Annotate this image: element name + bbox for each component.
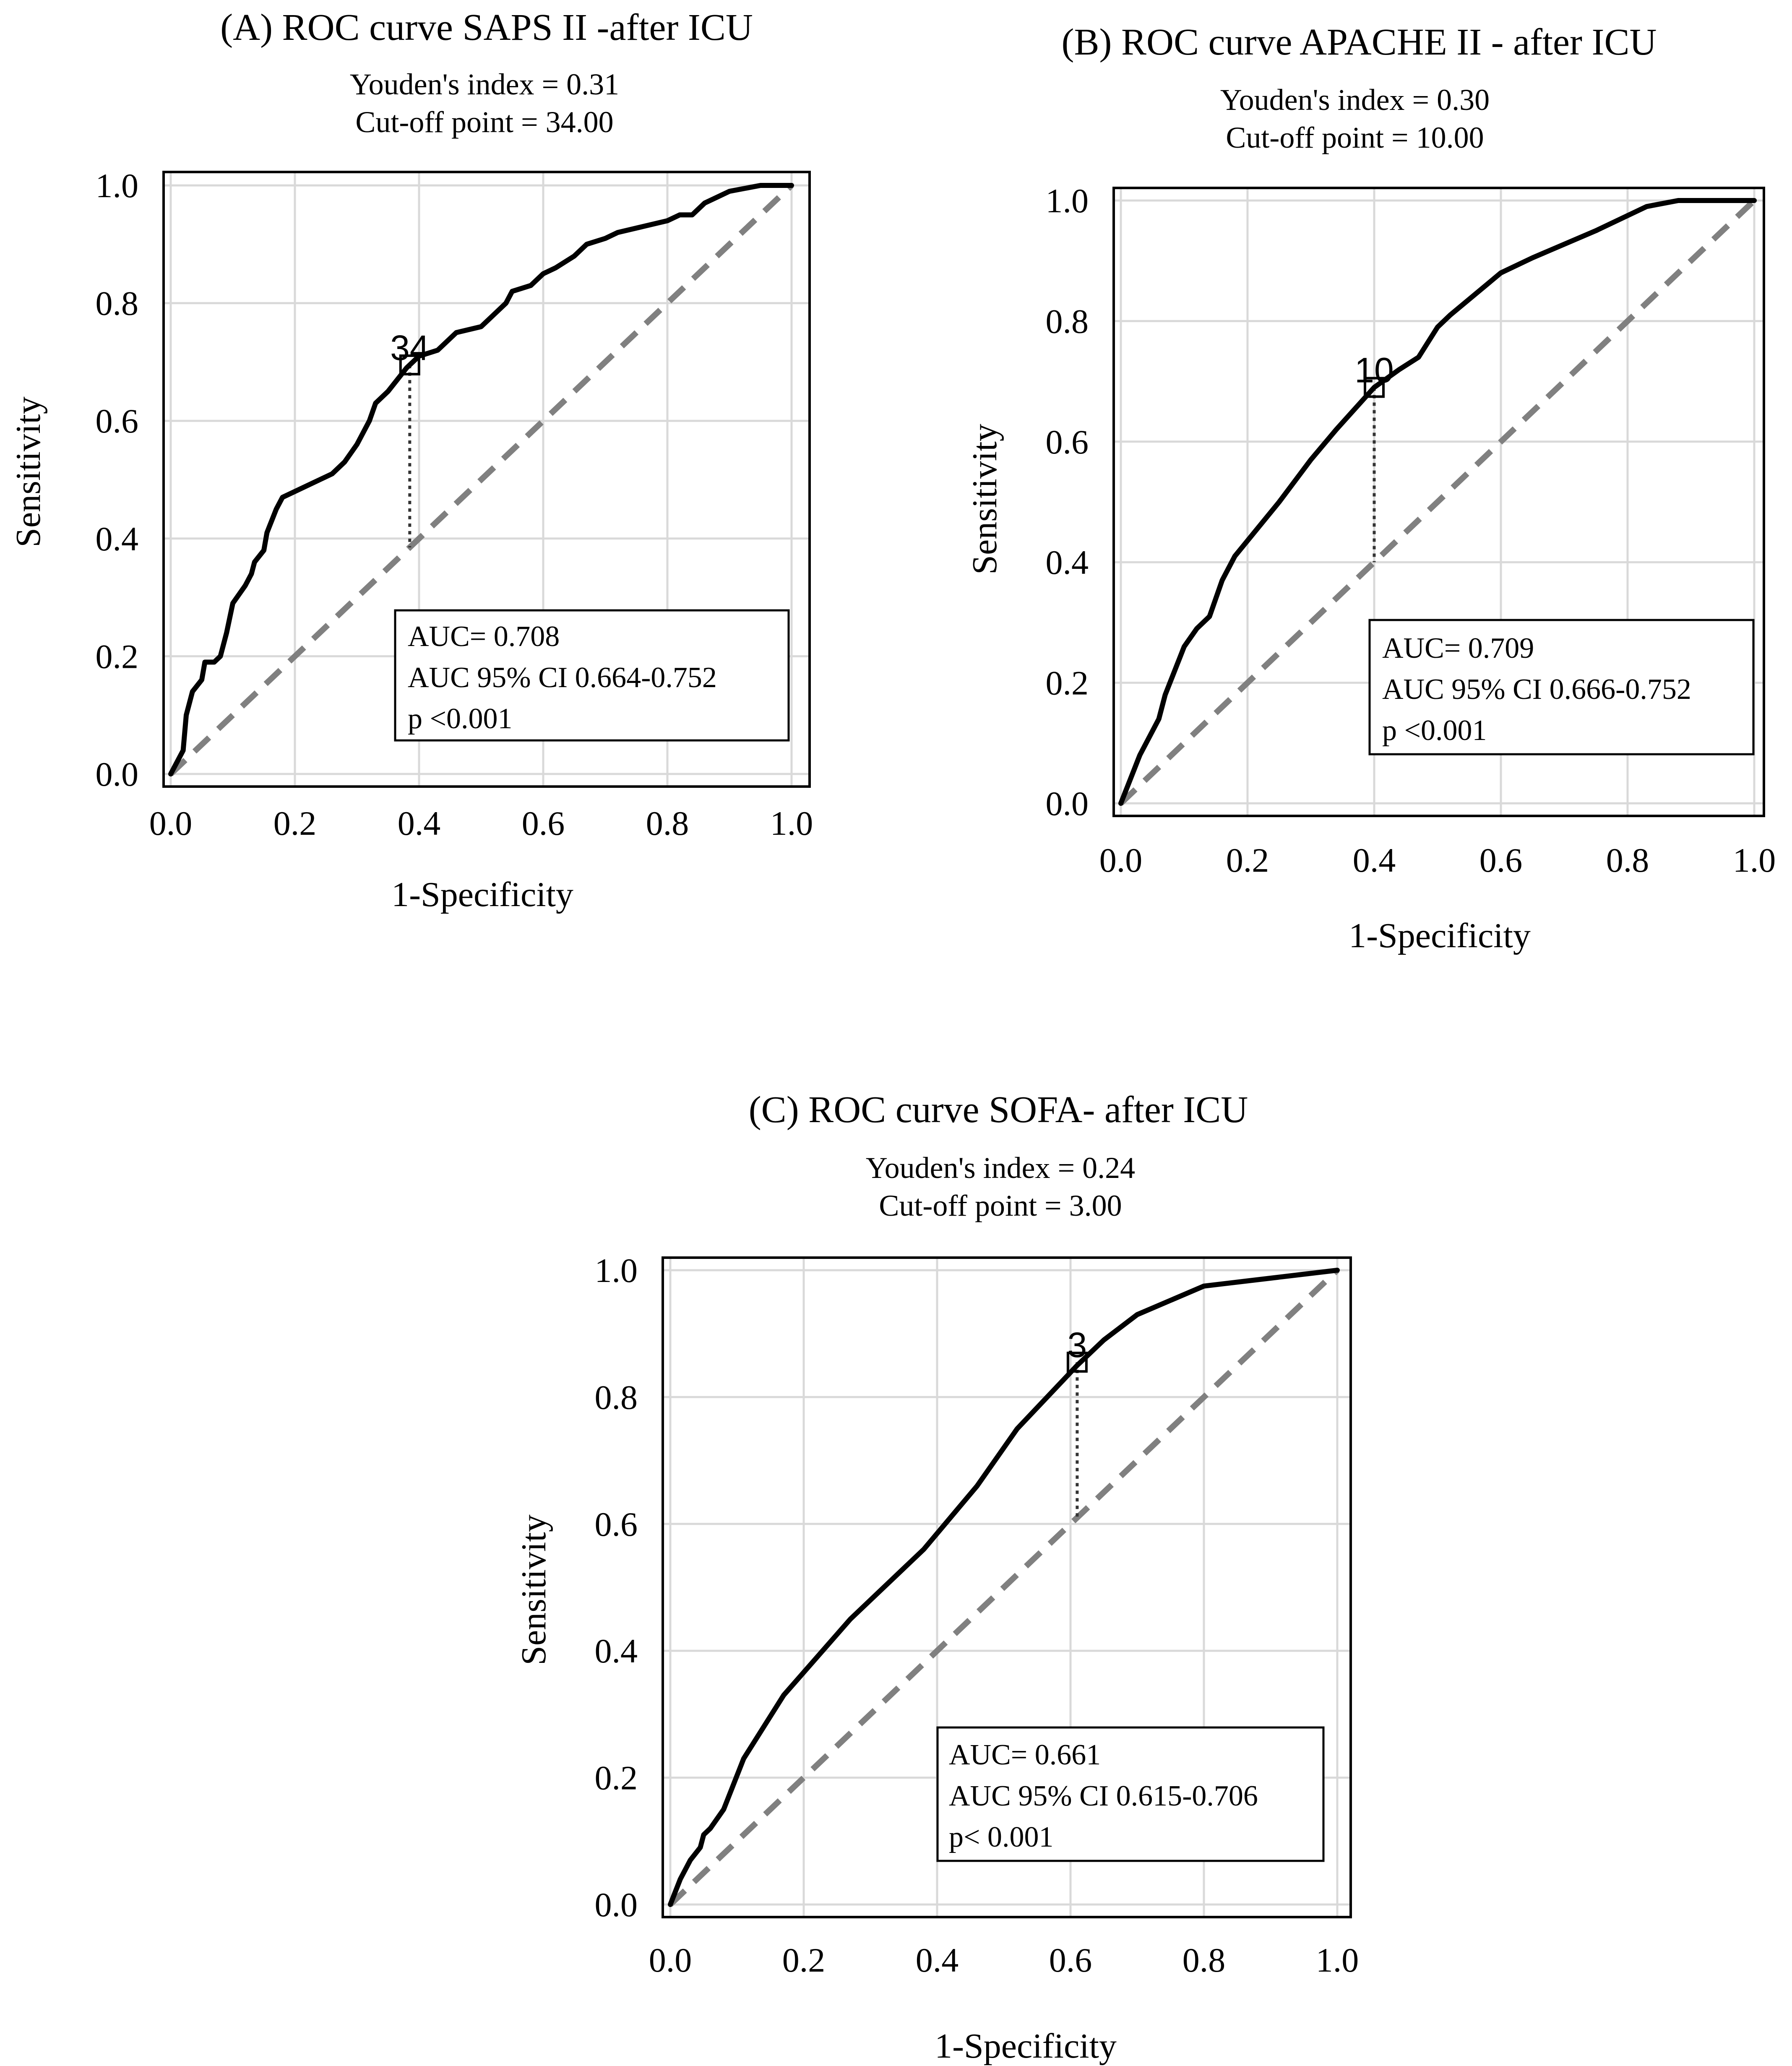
- chart-title: (C) ROC curve SOFA- after ICU: [749, 1089, 1248, 1131]
- roc-panel-sofa: (C) ROC curve SOFA- after ICU Youden's i…: [514, 1089, 1359, 2066]
- y-tick-label: 0.0: [595, 1886, 638, 1924]
- y-tick-label: 0.2: [1046, 664, 1089, 702]
- x-tick-label: 0.4: [916, 1941, 959, 1979]
- auc-annotation-box: AUC= 0.661 AUC 95% CI 0.615-0.706 p< 0.0…: [936, 1726, 1325, 1862]
- y-tick-label: 0.8: [96, 284, 139, 323]
- auc-value: AUC= 0.709: [1382, 632, 1534, 664]
- x-tick-label: 1.0: [1316, 1941, 1359, 1979]
- y-tick-label: 0.8: [1046, 302, 1089, 340]
- cutoff-marker-label: 10: [1354, 350, 1393, 390]
- x-tick-label: 0.0: [649, 1941, 692, 1979]
- x-tick-label: 0.2: [1226, 841, 1269, 879]
- cutoff-marker: [1066, 1352, 1088, 1373]
- y-tick-label: 0.2: [595, 1759, 638, 1797]
- x-tick-label: 1.0: [1733, 841, 1776, 879]
- x-tick-label: 0.0: [1099, 841, 1143, 879]
- y-tick-label: 1.0: [1046, 182, 1089, 220]
- annotation-frame: [394, 609, 790, 742]
- plot-frame: [1112, 187, 1765, 817]
- reference-diagonal: [1119, 198, 1756, 806]
- chart-title: (A) ROC curve SAPS II -after ICU: [220, 7, 753, 48]
- x-axis-ticks: 0.0 0.2 0.4 0.6 0.8 1.0: [1099, 841, 1776, 879]
- auc-confidence-interval: AUC 95% CI 0.615-0.706: [949, 1780, 1258, 1812]
- x-tick-label: 0.8: [646, 804, 689, 842]
- youden-index-label: Youden's index = 0.31: [350, 68, 619, 101]
- auc-value: AUC= 0.708: [408, 620, 560, 653]
- y-axis-ticks: 0.0 0.2 0.4 0.6 0.8 1.0: [96, 167, 139, 793]
- x-axis-ticks: 0.0 0.2 0.4 0.6 0.8 1.0: [149, 804, 813, 842]
- youden-index-label: Youden's index = 0.24: [866, 1151, 1135, 1185]
- x-tick-label: 0.8: [1183, 1941, 1226, 1979]
- x-tick-label: 0.6: [522, 804, 565, 842]
- cutoff-marker-label: 34: [390, 328, 429, 367]
- x-tick-label: 0.4: [398, 804, 441, 842]
- y-tick-label: 0.4: [1046, 543, 1089, 581]
- annotation-frame: [1368, 619, 1755, 756]
- roc-panel-saps-ii: (A) ROC curve SAPS II -after ICU Youden'…: [9, 7, 813, 914]
- y-axis-ticks: 0.0 0.2 0.4 0.6 0.8 1.0: [595, 1251, 638, 1924]
- y-tick-label: 1.0: [96, 167, 139, 205]
- x-tick-label: 0.8: [1606, 841, 1649, 879]
- x-tick-label: 1.0: [770, 804, 813, 842]
- p-value: p< 0.001: [949, 1821, 1053, 1853]
- x-tick-label: 0.0: [149, 804, 193, 842]
- y-tick-label: 0.6: [595, 1505, 638, 1543]
- cutoff-point-label: Cut-off point = 34.00: [355, 105, 613, 139]
- y-tick-label: 0.4: [96, 520, 139, 558]
- reference-diagonal: [668, 1268, 1339, 1907]
- y-tick-label: 0.0: [1046, 784, 1089, 823]
- x-tick-label: 0.2: [782, 1941, 826, 1979]
- p-value: p <0.001: [408, 703, 512, 735]
- cutoff-marker-label: 3: [1068, 1325, 1087, 1365]
- x-tick-label: 0.2: [273, 804, 317, 842]
- cutoff-marker: [1364, 377, 1385, 398]
- x-axis-label: 1-Specificity: [935, 2027, 1117, 2066]
- auc-annotation-box: AUC= 0.709 AUC 95% CI 0.666-0.752 p <0.0…: [1368, 619, 1755, 756]
- y-tick-label: 0.0: [96, 755, 139, 793]
- y-tick-label: 0.6: [96, 402, 139, 440]
- y-tick-label: 0.4: [595, 1632, 638, 1670]
- roc-curve: [1118, 198, 1757, 806]
- y-tick-label: 1.0: [595, 1251, 638, 1290]
- roc-curve: [668, 1268, 1340, 1907]
- cutoff-point-label: Cut-off point = 10.00: [1226, 121, 1484, 154]
- auc-confidence-interval: AUC 95% CI 0.666-0.752: [1382, 673, 1691, 706]
- y-axis-label: Sensitivity: [9, 396, 48, 547]
- y-axis-label: Sensitivity: [514, 1514, 553, 1665]
- y-tick-label: 0.2: [96, 637, 139, 675]
- plot-frame: [662, 1256, 1352, 1918]
- reference-diagonal: [169, 183, 794, 776]
- roc-panel-apache-ii: (B) ROC curve APACHE II - after ICU Youd…: [965, 21, 1776, 955]
- y-tick-label: 0.6: [1046, 423, 1089, 461]
- cutoff-point-label: Cut-off point = 3.00: [879, 1189, 1122, 1222]
- x-tick-label: 0.6: [1479, 841, 1523, 879]
- plot-frame: [162, 171, 811, 788]
- y-axis-label: Sensitivity: [965, 424, 1004, 574]
- y-axis-ticks: 0.0 0.2 0.4 0.6 0.8 1.0: [1046, 182, 1089, 823]
- x-axis-label: 1-Specificity: [1349, 916, 1531, 955]
- y-tick-label: 0.8: [595, 1378, 638, 1416]
- cutoff-marker: [399, 354, 420, 375]
- chart-title: (B) ROC curve APACHE II - after ICU: [1062, 21, 1657, 63]
- auc-annotation-box: AUC= 0.708 AUC 95% CI 0.664-0.752 p <0.0…: [394, 609, 790, 742]
- annotation-frame: [936, 1726, 1325, 1862]
- x-axis-ticks: 0.0 0.2 0.4 0.6 0.8 1.0: [649, 1941, 1359, 1979]
- auc-confidence-interval: AUC 95% CI 0.664-0.752: [408, 662, 717, 694]
- roc-curve: [168, 183, 794, 776]
- youden-index-label: Youden's index = 0.30: [1220, 83, 1490, 117]
- x-tick-label: 0.4: [1353, 841, 1396, 879]
- p-value: p <0.001: [1382, 714, 1487, 747]
- x-axis-label: 1-Specificity: [391, 875, 573, 914]
- auc-value: AUC= 0.661: [949, 1739, 1101, 1771]
- x-tick-label: 0.6: [1049, 1941, 1092, 1979]
